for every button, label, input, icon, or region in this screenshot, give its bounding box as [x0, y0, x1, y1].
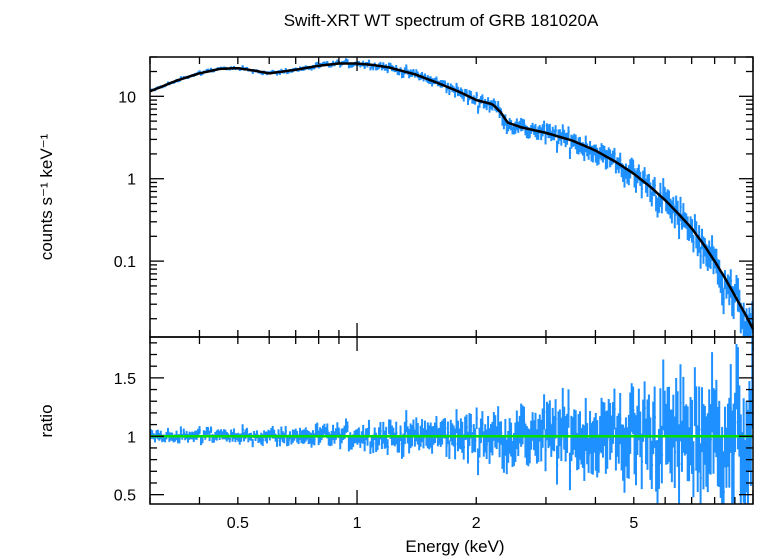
y-tick-label: 0.5	[114, 488, 136, 505]
ratio-data-points	[149, 337, 754, 504]
y-tick-label: 1.5	[114, 371, 136, 388]
chart-title: Swift-XRT WT spectrum of GRB 181020A	[284, 11, 599, 30]
top-panel: 0.1 1 10 counts s⁻¹ keV⁻¹	[37, 56, 755, 351]
bottom-panel-frame	[149, 336, 754, 505]
x-axis-label: Energy (keV)	[405, 537, 504, 556]
x-tick-label: 1	[353, 515, 362, 532]
top-y-axis-label: counts s⁻¹ keV⁻¹	[37, 133, 56, 260]
bottom-y-axis-label: ratio	[37, 404, 56, 437]
x-tick-label: 5	[629, 515, 638, 532]
bottom-panel-ticks: 0.5 1 2 5 0.5 1 1.5	[114, 342, 754, 532]
top-panel-ticks: 0.1 1 10	[114, 56, 754, 351]
y-tick-label: 1	[127, 429, 136, 446]
y-tick-label: 1	[127, 172, 136, 189]
x-tick-label: 0.5	[227, 515, 249, 532]
y-tick-label: 10	[118, 89, 136, 106]
x-tick-label: 2	[472, 515, 481, 532]
y-tick-label: 0.1	[114, 254, 136, 271]
spectrum-model-curve	[149, 62, 755, 330]
bottom-panel: 0.5 1 2 5 0.5 1 1.5 ratio Energy (keV)	[37, 336, 754, 556]
